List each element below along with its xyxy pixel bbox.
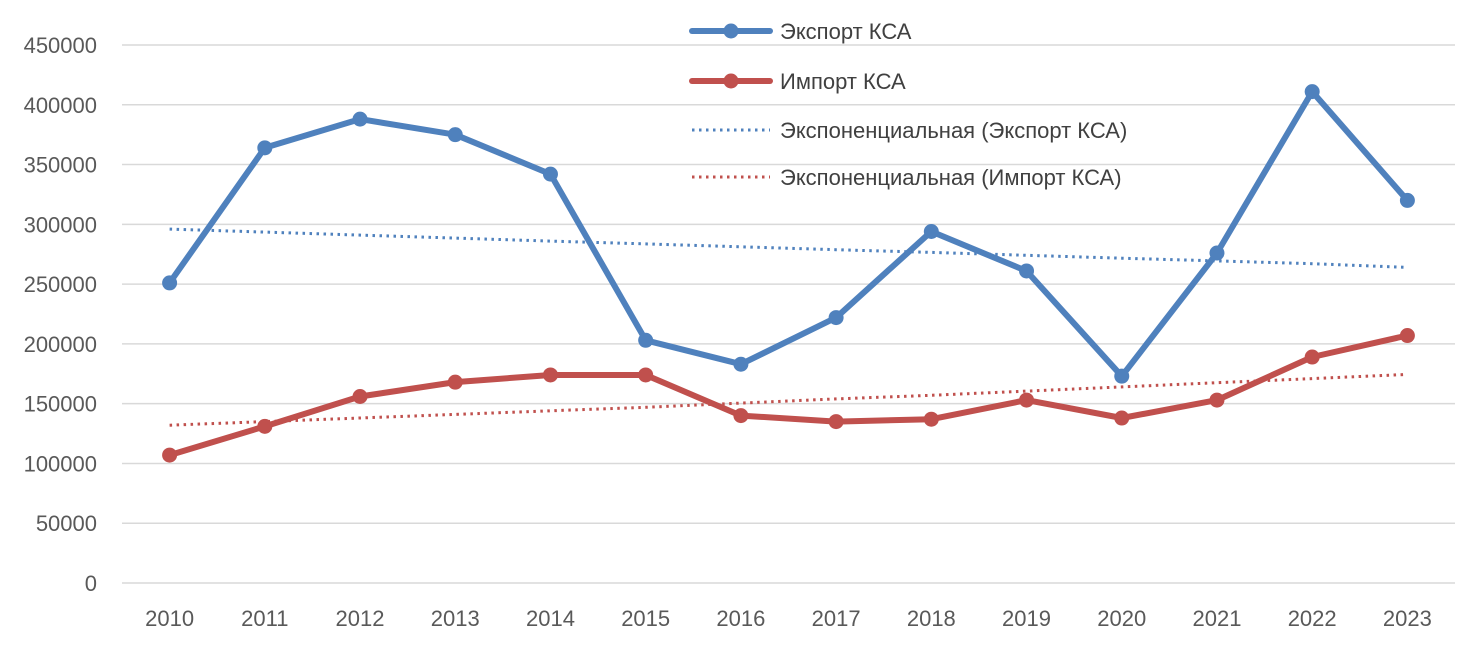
y-tick-label: 400000	[24, 93, 97, 118]
data-point	[1304, 349, 1320, 365]
legend-label: Экспорт КСА	[780, 19, 912, 44]
y-tick-label: 200000	[24, 332, 97, 357]
data-point	[352, 111, 368, 127]
y-tick-label: 250000	[24, 272, 97, 297]
series-1	[162, 328, 1415, 463]
x-tick-label: 2021	[1192, 606, 1241, 631]
legend-label: Импорт КСА	[780, 69, 906, 94]
y-axis-tick-labels: 0 50000 100000 150000 200000 250000 300000 3500…	[24, 33, 97, 596]
data-point	[828, 310, 844, 326]
data-point	[923, 411, 939, 427]
y-tick-label: 0	[85, 571, 97, 596]
legend-label: Экспоненциальная (Импорт КСА)	[780, 165, 1122, 190]
legend-label: Экспоненциальная (Экспорт КСА)	[780, 118, 1127, 143]
x-tick-label: 2010	[145, 606, 194, 631]
data-point	[1399, 328, 1415, 344]
y-tick-label: 300000	[24, 212, 97, 237]
data-point	[1114, 368, 1130, 384]
x-tick-label: 2019	[1002, 606, 1051, 631]
y-tick-label: 450000	[24, 33, 97, 58]
series-0	[162, 84, 1415, 384]
data-point	[1304, 84, 1320, 100]
x-tick-label: 2011	[241, 606, 288, 631]
x-tick-label: 2017	[812, 606, 861, 631]
x-tick-label: 2018	[907, 606, 956, 631]
series-line	[166, 332, 1411, 459]
x-tick-label: 2022	[1288, 606, 1337, 631]
legend-item-0: Экспорт КСА	[689, 19, 912, 44]
x-tick-label: 2015	[621, 606, 670, 631]
data-point	[1209, 392, 1225, 408]
x-tick-label: 2016	[716, 606, 765, 631]
data-point	[352, 388, 368, 404]
data-point	[257, 418, 273, 434]
x-tick-label: 2013	[431, 606, 480, 631]
data-point	[542, 166, 558, 182]
x-tick-label: 2012	[336, 606, 385, 631]
data-point	[162, 447, 178, 463]
x-tick-label: 2014	[526, 606, 575, 631]
data-point	[733, 408, 749, 424]
data-point	[1399, 192, 1415, 208]
data-point	[733, 356, 749, 372]
legend-item-1: Импорт КСА	[689, 69, 906, 94]
x-axis-tick-labels: 2010 2011 2012 2013 2014 2015 2016 2017 2018 2019…	[145, 606, 1432, 631]
y-tick-label: 50000	[36, 511, 97, 536]
data-point	[1114, 410, 1130, 426]
data-point	[447, 374, 463, 390]
legend-marker	[723, 73, 739, 89]
y-tick-label: 150000	[24, 392, 97, 417]
legend-marker	[723, 23, 739, 39]
data-point	[923, 224, 939, 240]
legend-item-2: Экспоненциальная (Экспорт КСА)	[692, 118, 1127, 143]
legend: Экспорт КСА Импорт КСА Экспоненциальная (Э…	[689, 19, 1127, 190]
data-point	[638, 332, 654, 348]
data-point	[257, 140, 273, 156]
data-point	[447, 127, 463, 143]
x-tick-label: 2023	[1383, 606, 1432, 631]
data-point	[542, 367, 558, 383]
data-point	[1019, 392, 1035, 408]
data-point	[638, 367, 654, 383]
x-tick-label: 2020	[1097, 606, 1146, 631]
data-point	[1209, 245, 1225, 261]
data-point	[162, 275, 178, 291]
y-tick-label: 350000	[24, 153, 97, 178]
y-tick-label: 100000	[24, 451, 97, 476]
data-point	[828, 414, 844, 430]
series-layer	[162, 84, 1415, 463]
legend-item-3: Экспоненциальная (Импорт КСА)	[692, 165, 1122, 190]
series-line	[166, 88, 1411, 380]
data-point	[1019, 263, 1035, 279]
